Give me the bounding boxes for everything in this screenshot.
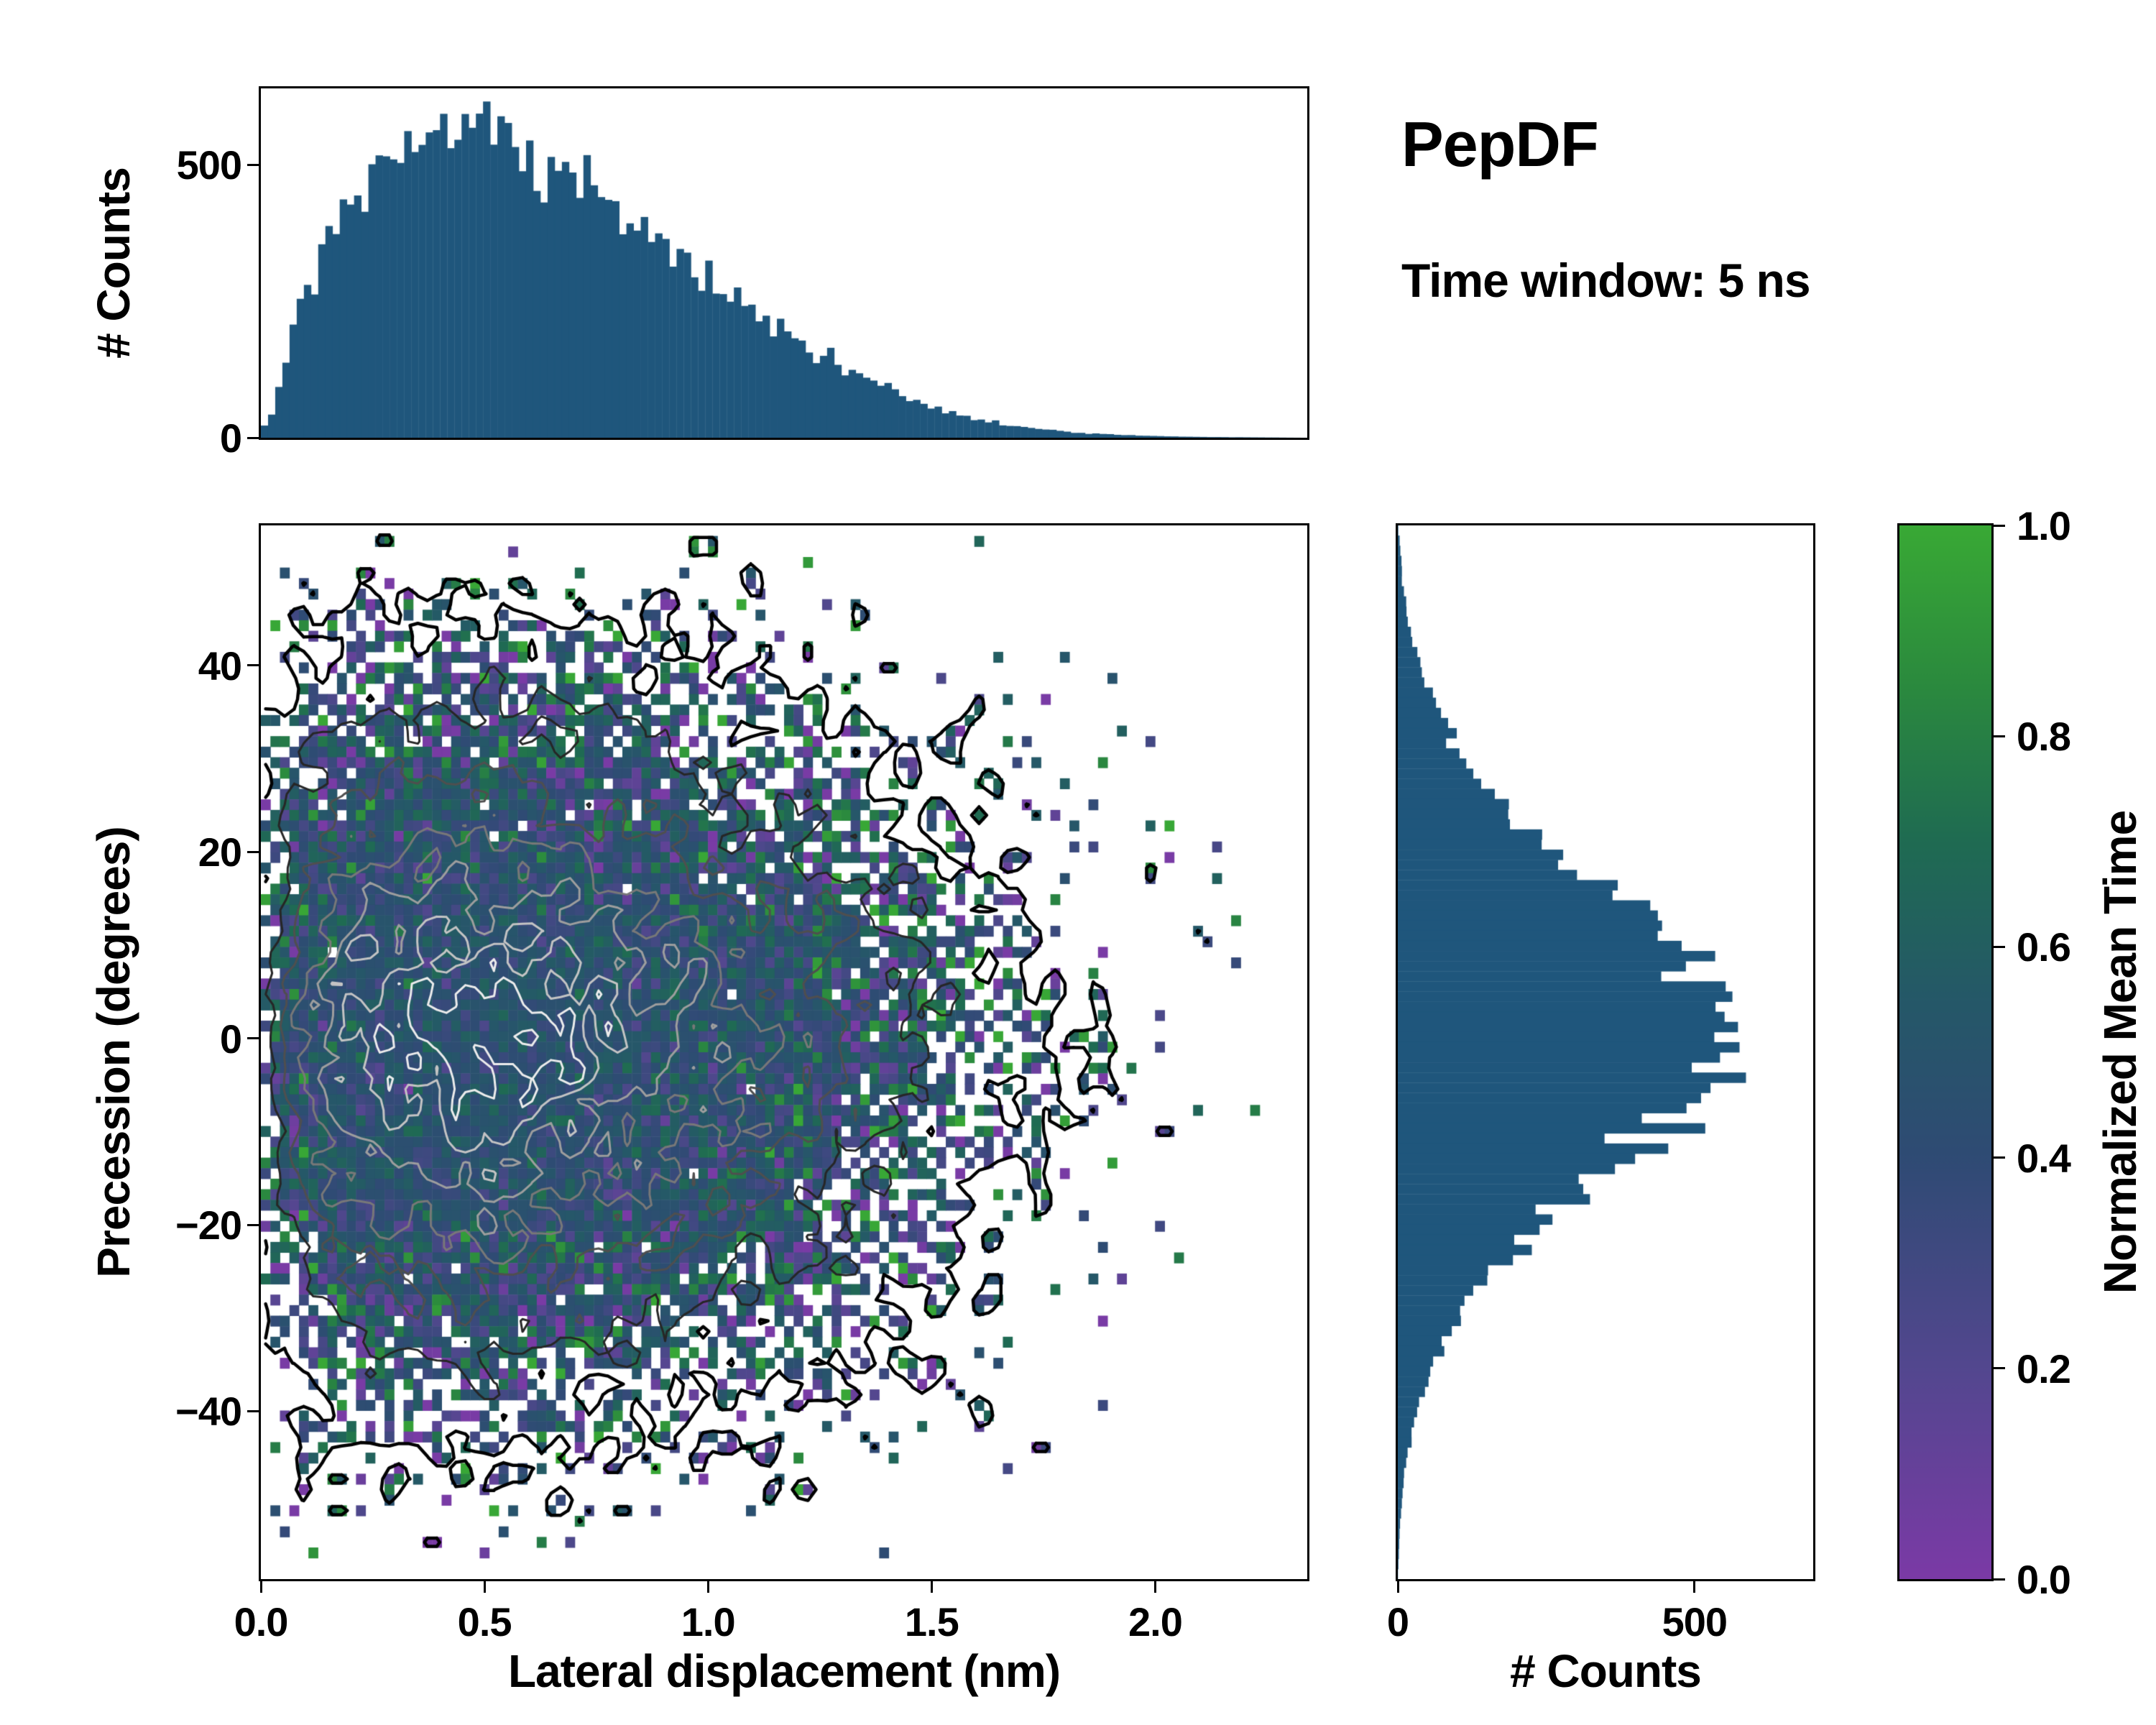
- plot-subtitle: Time window: 5 ns: [1401, 254, 1811, 307]
- heatmap-panel: [259, 523, 1309, 1581]
- tick-mark: [706, 1581, 709, 1593]
- tick-mark: [483, 1581, 486, 1593]
- colorbar-tick-label: 0.2: [2017, 1346, 2071, 1392]
- plot-title: PepDF: [1401, 109, 1599, 180]
- y-tick-label: 0: [219, 1016, 242, 1062]
- colorbar-tick-label: 0.6: [2017, 924, 2071, 970]
- tick-mark: [1994, 1156, 2005, 1159]
- tick-mark: [930, 1581, 933, 1593]
- colorbar-label: Normalized Mean Time: [2094, 810, 2146, 1294]
- colorbar-tick-label: 1.0: [2017, 503, 2071, 548]
- colorbar-tick-label: 0.4: [2017, 1135, 2071, 1181]
- top-hist-y-tick-label: 500: [176, 142, 242, 188]
- tick-mark: [1994, 735, 2005, 737]
- right-hist-x-tick-label: 500: [1662, 1599, 1728, 1644]
- tick-mark: [1153, 1581, 1156, 1593]
- x-tick-label: 0.5: [457, 1599, 512, 1644]
- top-histogram-canvas: [261, 88, 1307, 438]
- tick-mark: [247, 436, 259, 439]
- tick-mark: [1693, 1581, 1696, 1593]
- colorbar-panel: [1897, 523, 1994, 1581]
- x-tick-label: 1.0: [681, 1599, 736, 1644]
- y-tick-label: 20: [198, 829, 242, 875]
- tick-mark: [1396, 1581, 1399, 1593]
- x-tick-label: 0.0: [234, 1599, 289, 1644]
- y-tick-label: −40: [175, 1389, 242, 1435]
- tick-mark: [247, 1409, 259, 1412]
- colorbar-tick-label: 0.8: [2017, 714, 2071, 760]
- tick-mark: [247, 664, 259, 667]
- top-hist-y-tick-label: 0: [219, 415, 242, 461]
- heatmap-canvas: [261, 525, 1307, 1579]
- y-tick-label: 40: [198, 643, 242, 689]
- x-axis-label: Lateral displacement (nm): [507, 1645, 1061, 1697]
- top-hist-y-axis-label: # Counts: [88, 167, 139, 359]
- right-hist-x-tick-label: 0: [1386, 1599, 1409, 1644]
- tick-mark: [247, 163, 259, 166]
- y-tick-label: −20: [175, 1202, 242, 1248]
- tick-mark: [259, 1581, 262, 1593]
- tick-mark: [247, 1037, 259, 1040]
- right-histogram-canvas: [1398, 525, 1813, 1579]
- x-tick-label: 1.5: [904, 1599, 959, 1644]
- tick-mark: [1994, 1578, 2005, 1581]
- tick-mark: [247, 1223, 259, 1226]
- x-tick-label: 2.0: [1128, 1599, 1183, 1644]
- colorbar-tick-label: 0.0: [2017, 1557, 2071, 1602]
- tick-mark: [1994, 524, 2005, 527]
- tick-mark: [247, 850, 259, 853]
- colorbar-canvas: [1899, 525, 1991, 1579]
- top-histogram-panel: [259, 86, 1309, 440]
- tick-mark: [1994, 945, 2005, 948]
- right-hist-x-axis-label: # Counts: [1510, 1645, 1702, 1697]
- right-histogram-panel: [1396, 523, 1815, 1581]
- tick-mark: [1994, 1367, 2005, 1370]
